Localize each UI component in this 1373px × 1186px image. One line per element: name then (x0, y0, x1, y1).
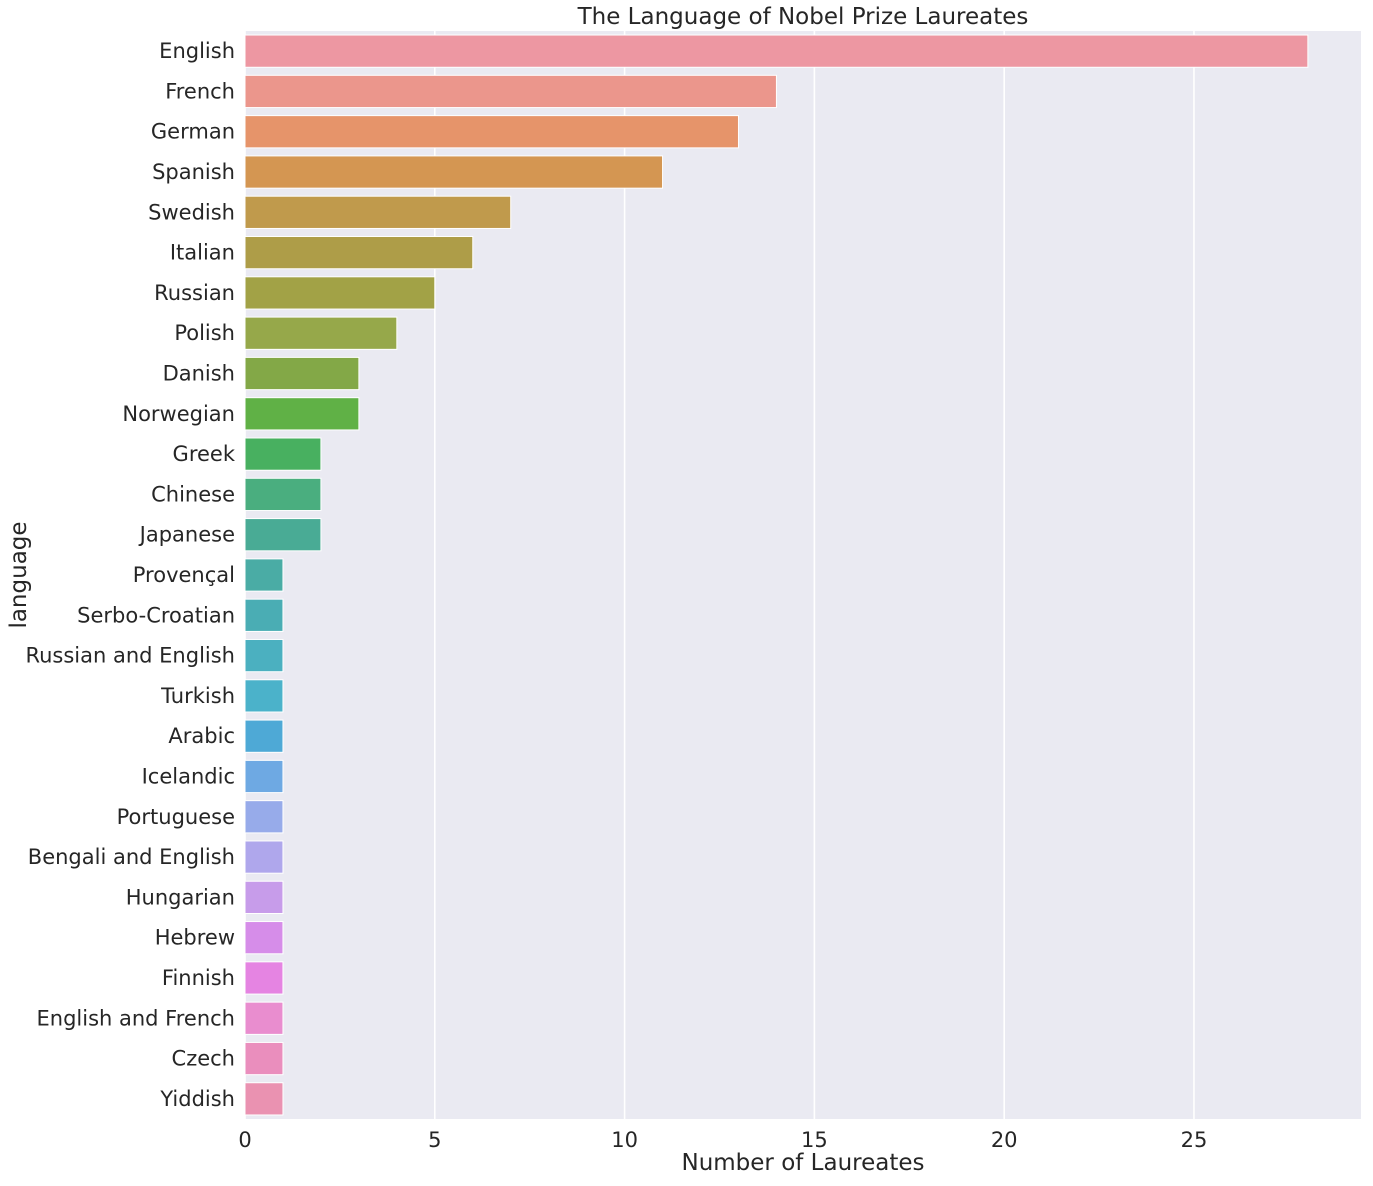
bar (244, 236, 474, 270)
y-tick-label: Finnish (162, 966, 235, 990)
y-tick-label: Provençal (133, 563, 235, 587)
y-tick-label: Yiddish (159, 1087, 235, 1111)
bar (244, 638, 284, 673)
bar (244, 759, 284, 794)
y-tick-label: Icelandic (142, 764, 235, 788)
bar (244, 155, 664, 189)
x-tick-label: 20 (991, 1128, 1018, 1152)
bar (244, 1082, 284, 1116)
bar (244, 437, 322, 471)
bar (244, 719, 284, 753)
bar (244, 840, 284, 874)
y-tick-label: German (151, 120, 235, 144)
y-tick-label: Portuguese (117, 805, 235, 829)
y-axis-title: language (6, 521, 32, 628)
y-tick-label: Turkish (160, 684, 235, 708)
y-tick-label: Russian (154, 281, 235, 305)
y-tick-label: English (159, 39, 235, 63)
x-axis-title: Number of Laureates (681, 1150, 924, 1176)
bar (244, 356, 360, 391)
y-tick-label: Swedish (148, 200, 235, 224)
x-tick-label: 0 (238, 1128, 251, 1152)
y-tick-labels: English French German Spanish Swedish Italian… (25, 39, 235, 1111)
y-tick-label: Greek (173, 442, 236, 466)
bar (244, 34, 1309, 68)
bar (244, 598, 284, 632)
y-tick-label: Polish (174, 321, 235, 345)
y-tick-label: Czech (172, 1047, 235, 1071)
bar (244, 558, 284, 592)
y-tick-label: Russian and English (25, 644, 235, 668)
bar (244, 518, 322, 552)
y-tick-label: Hungarian (126, 885, 235, 909)
y-tick-label: Danish (163, 362, 235, 386)
bar (244, 195, 512, 229)
bar (244, 74, 777, 109)
bar (244, 921, 284, 955)
bar (244, 316, 398, 350)
bar (244, 1001, 284, 1035)
bar (244, 961, 284, 995)
y-tick-label: Italian (170, 241, 235, 265)
y-tick-label: French (165, 79, 235, 103)
chart-title: The Language of Nobel Prize Laureates (577, 4, 1029, 30)
x-tick-label: 10 (611, 1128, 638, 1152)
y-tick-label: Hebrew (155, 926, 235, 950)
y-tick-label: Norwegian (122, 402, 235, 426)
bar (244, 477, 322, 512)
y-tick-label: Serbo-Croatian (77, 603, 235, 627)
x-tick-label: 5 (428, 1128, 441, 1152)
bar (244, 276, 436, 310)
y-tick-label: Bengali and English (28, 845, 235, 869)
bar (244, 115, 739, 149)
y-tick-label: English and French (37, 1006, 236, 1030)
bar (244, 1041, 284, 1076)
y-tick-label: Chinese (151, 482, 235, 506)
x-tick-label: 15 (801, 1128, 828, 1152)
y-tick-label: Spanish (152, 160, 235, 184)
bar (244, 800, 284, 834)
bar (244, 679, 284, 713)
x-tick-labels: 0 5 10 15 20 25 (238, 1128, 1207, 1152)
bars (244, 34, 1309, 1116)
y-tick-label: Japanese (138, 523, 235, 547)
bar (244, 880, 284, 914)
bar (244, 397, 360, 431)
x-tick-label: 25 (1181, 1128, 1208, 1152)
y-tick-label: Arabic (168, 724, 235, 748)
